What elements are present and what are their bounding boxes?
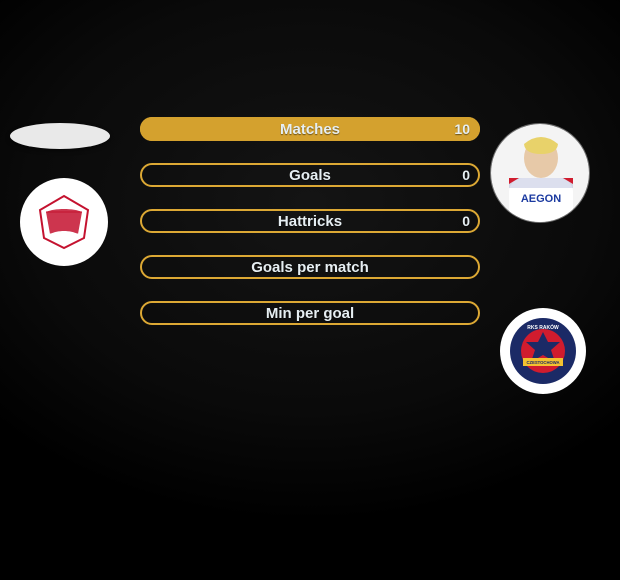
svg-text:RKS RAKÓW: RKS RAKÓW (527, 323, 559, 331)
player-right-silhouette-icon: AEGON (491, 124, 590, 223)
stat-row: Matches 10 (140, 117, 480, 141)
stat-row: Goals per match (140, 255, 480, 279)
stat-value-right: 0 (462, 213, 470, 229)
stat-row: Min per goal (140, 301, 480, 325)
svg-text:CZESTOCHOWA: CZESTOCHOWA (527, 360, 560, 365)
club-right-badge: CZESTOCHOWA RKS RAKÓW (500, 308, 586, 394)
stat-row: Goals 0 (140, 163, 480, 187)
stat-label: Goals (289, 167, 331, 184)
svg-text:AEGON: AEGON (521, 193, 561, 205)
stat-label: Matches (280, 121, 340, 138)
club-left-crest-icon (34, 192, 94, 252)
stat-label: Goals per match (251, 259, 369, 276)
background (0, 0, 620, 580)
club-left-badge (20, 178, 108, 266)
stat-value-right: 10 (454, 121, 470, 137)
stat-label: Min per goal (266, 305, 354, 322)
player-right-avatar: AEGON (490, 123, 590, 223)
stat-value-right: 0 (462, 167, 470, 183)
club-right-crest-icon: CZESTOCHOWA RKS RAKÓW (508, 316, 578, 386)
stat-label: Hattricks (278, 213, 342, 230)
stat-row: Hattricks 0 (140, 209, 480, 233)
player-left-avatar (10, 123, 110, 149)
